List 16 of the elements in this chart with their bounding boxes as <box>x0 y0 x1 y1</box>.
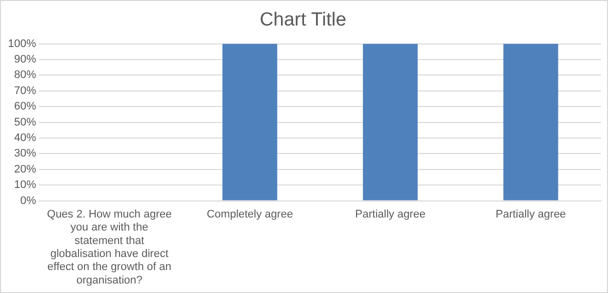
y-tick-label: 60% <box>14 100 36 113</box>
y-tick-label: 80% <box>14 69 36 82</box>
y-tick-label: 40% <box>14 132 36 144</box>
y-tick-label: 50% <box>14 116 36 128</box>
x-tick-label: Ques 2. How much agree you are with the statement that globalisation have direct effect on the growth of an organisation? <box>47 208 172 286</box>
y-tick-label: 30% <box>14 148 36 160</box>
x-tick-label: Partially agree <box>355 208 426 220</box>
chart-title: Chart Title <box>260 10 346 31</box>
y-tick-label: 100% <box>8 38 36 50</box>
y-tick-label: 10% <box>14 179 36 192</box>
y-tick-label: 90% <box>14 54 36 66</box>
y-tick-label: 70% <box>14 84 36 97</box>
y-tick-label: 0% <box>20 194 36 207</box>
x-tick-label: Partially agree <box>496 208 566 220</box>
x-tick-label: Completely agree <box>206 208 293 220</box>
y-tick-label: 20% <box>14 163 36 176</box>
